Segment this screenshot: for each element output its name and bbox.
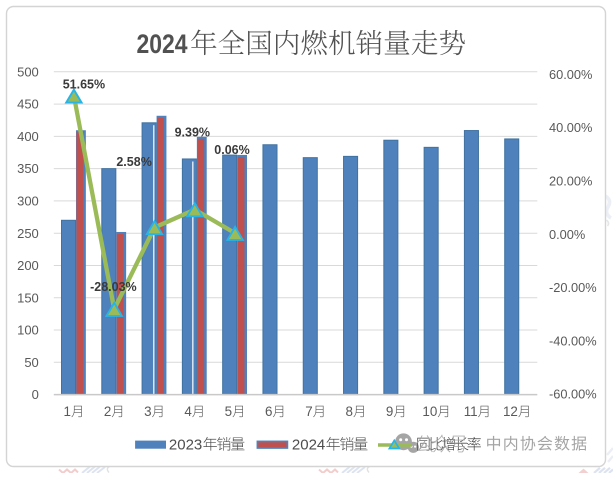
svg-text:400: 400 bbox=[17, 129, 39, 144]
svg-text:2024: 2024 bbox=[292, 437, 325, 454]
svg-text:-40.00%: -40.00% bbox=[549, 333, 597, 348]
svg-text:500: 500 bbox=[17, 64, 39, 79]
svg-text:5: 5 bbox=[225, 404, 232, 419]
svg-text:2024: 2024 bbox=[137, 29, 188, 59]
svg-text:150: 150 bbox=[17, 290, 39, 305]
svg-text:6: 6 bbox=[265, 404, 272, 419]
svg-text:12: 12 bbox=[503, 404, 518, 419]
svg-text:-60.00%: -60.00% bbox=[549, 387, 597, 402]
svg-text:200: 200 bbox=[17, 258, 39, 273]
svg-text:9.39%: 9.39% bbox=[175, 125, 210, 139]
svg-text:20.00%: 20.00% bbox=[549, 174, 592, 189]
svg-text:10: 10 bbox=[422, 404, 437, 419]
svg-text:0: 0 bbox=[32, 387, 39, 402]
svg-text:4: 4 bbox=[184, 404, 192, 419]
svg-text:100: 100 bbox=[17, 323, 39, 338]
svg-text:350: 350 bbox=[17, 161, 39, 176]
svg-text:7: 7 bbox=[305, 404, 312, 419]
svg-text:300: 300 bbox=[17, 194, 39, 209]
svg-text:250: 250 bbox=[17, 226, 39, 241]
svg-text:9: 9 bbox=[386, 404, 393, 419]
svg-text:2.58%: 2.58% bbox=[116, 155, 151, 169]
svg-text:450: 450 bbox=[17, 97, 39, 112]
svg-text:-20.00%: -20.00% bbox=[549, 280, 597, 295]
svg-text:2: 2 bbox=[104, 404, 111, 419]
svg-text:1: 1 bbox=[64, 404, 71, 419]
svg-text:11: 11 bbox=[464, 404, 478, 419]
svg-text:51.65%: 51.65% bbox=[63, 78, 105, 92]
svg-text:-28.03%: -28.03% bbox=[90, 280, 137, 294]
svg-text:8: 8 bbox=[346, 404, 353, 419]
svg-text:0.06%: 0.06% bbox=[214, 143, 249, 157]
svg-text:3: 3 bbox=[144, 404, 151, 419]
svg-text:50: 50 bbox=[24, 355, 38, 370]
svg-text:2023: 2023 bbox=[169, 437, 202, 454]
svg-text:60.00%: 60.00% bbox=[549, 67, 592, 82]
svg-text:0.00%: 0.00% bbox=[549, 227, 585, 242]
svg-text:40.00%: 40.00% bbox=[549, 120, 592, 135]
